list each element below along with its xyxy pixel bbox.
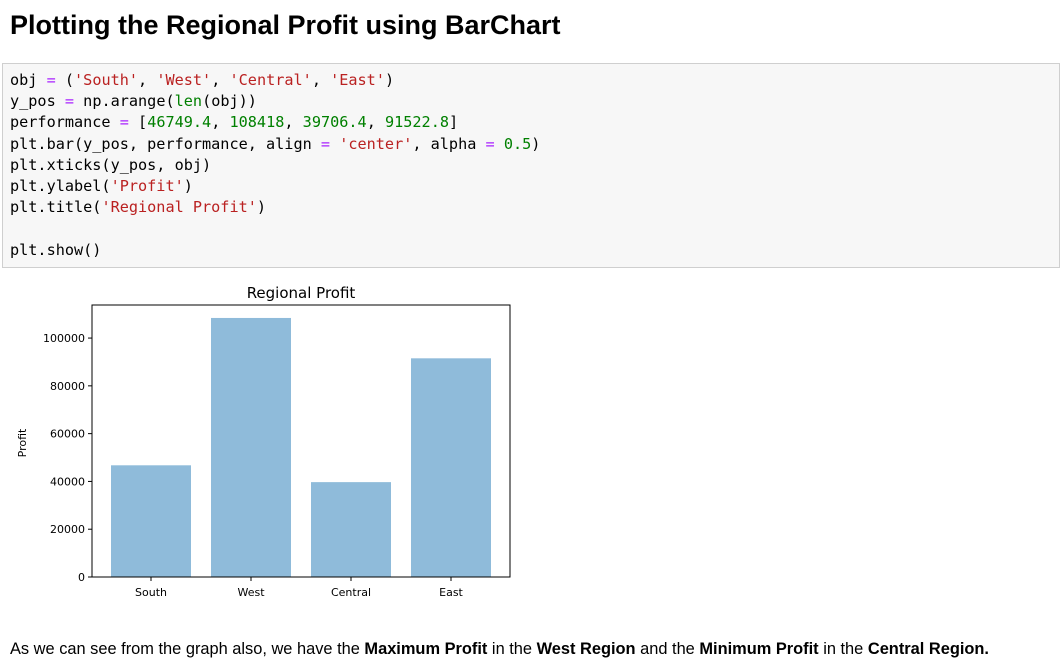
- code-token: y_pos: [10, 92, 65, 111]
- code-token: 91522.8: [384, 113, 449, 132]
- code-token: 'East': [330, 71, 385, 89]
- code-token: ): [384, 71, 395, 89]
- code-line: obj = ('South', 'West', 'Central', 'East…: [10, 70, 1059, 91]
- code-token: (obj)): [202, 92, 257, 111]
- code-token: ,: [138, 71, 157, 89]
- x-tick-label: West: [237, 586, 265, 599]
- code-token: ,: [366, 113, 385, 132]
- code-token: 'Profit': [110, 176, 184, 195]
- code-token: 0.5: [503, 134, 532, 153]
- code-token: (: [55, 71, 75, 89]
- y-tick-label: 40000: [50, 475, 85, 488]
- conclusion-segment: in the: [818, 640, 868, 658]
- code-token: 'Central': [229, 71, 312, 89]
- code-token: =: [64, 92, 75, 111]
- x-ticks: South West Central East: [135, 577, 464, 599]
- code-token: , alpha: [412, 134, 486, 153]
- bars: [111, 317, 491, 577]
- conclusion-emphasis: Minimum Profit: [699, 640, 819, 658]
- code-token: 'Regional Profit': [101, 198, 257, 217]
- plot-frame: [91, 304, 511, 578]
- code-token: ]: [449, 113, 459, 132]
- code-token: 'center': [339, 134, 413, 153]
- code-cell[interactable]: obj = ('South', 'West', 'Central', 'East…: [2, 63, 1060, 268]
- code-token: obj: [10, 71, 47, 89]
- code-line: y_pos = np.arange(len(obj)): [10, 91, 1059, 112]
- code-token: 39706.4: [302, 113, 367, 132]
- y-axis-label: Profit: [16, 428, 29, 457]
- code-token: ): [531, 134, 541, 153]
- code-token: ,: [211, 113, 230, 132]
- code-token: =: [119, 113, 129, 132]
- conclusion-segment: in the: [487, 640, 537, 658]
- conclusion-segment: As we can see from the graph also, we ha…: [10, 640, 365, 658]
- code-token: 108418: [229, 113, 285, 132]
- y-tick-label: 80000: [50, 380, 85, 393]
- code-token: =: [485, 134, 495, 153]
- code-token: plt.show(): [10, 240, 102, 259]
- code-token: ): [256, 198, 267, 217]
- chart-title: Regional Profit: [247, 284, 356, 302]
- y-ticks: 0 20000 40000 60000 80000 100000: [43, 332, 92, 584]
- conclusion-emphasis: West Region: [536, 640, 636, 658]
- code-token: performance: [10, 113, 120, 132]
- code-line: plt.bar(y_pos, performance, align = 'cen…: [10, 134, 1059, 155]
- code-token: ,: [211, 71, 230, 89]
- code-token: plt.ylabel(: [10, 176, 111, 195]
- x-tick-label: East: [439, 586, 463, 599]
- conclusion-text: As we can see from the graph also, we ha…: [10, 638, 989, 660]
- y-tick-label: 0: [78, 571, 85, 584]
- code-line: plt.xticks(y_pos, obj): [10, 155, 1059, 176]
- bar-east: [411, 358, 491, 577]
- code-token: ,: [311, 71, 331, 89]
- y-tick-label: 20000: [50, 523, 85, 536]
- code-token: ,: [284, 113, 303, 132]
- code-token: plt.title(: [10, 198, 102, 217]
- y-tick-label: 100000: [43, 332, 85, 345]
- bar-west: [211, 317, 291, 577]
- bar-central: [311, 482, 391, 577]
- conclusion-emphasis: Maximum Profit: [364, 640, 488, 658]
- code-token: 'West': [156, 71, 212, 89]
- code-token: 'South': [74, 71, 139, 89]
- bar-south: [111, 465, 191, 577]
- code-token: len: [174, 92, 203, 111]
- code-token: =: [46, 71, 56, 89]
- code-line: plt.show(): [10, 240, 1059, 261]
- bar-chart: Regional Profit Profit 0 20000 40000 60000 8…: [0, 275, 540, 610]
- x-tick-label: Central: [331, 586, 371, 599]
- x-tick-label: South: [135, 586, 167, 599]
- code-token: [495, 135, 504, 153]
- code-token: [330, 135, 339, 153]
- code-line: performance = [46749.4, 108418, 39706.4,…: [10, 112, 1059, 133]
- code-line: plt.ylabel('Profit'): [10, 176, 1059, 197]
- y-tick-label: 60000: [50, 428, 85, 441]
- code-token: 46749.4: [147, 113, 212, 132]
- code-token: plt.xticks(y_pos, obj): [10, 155, 212, 174]
- notebook-heading: Plotting the Regional Profit using BarCh…: [10, 10, 561, 40]
- conclusion-segment: and the: [635, 640, 700, 658]
- code-token: np.arange(: [74, 92, 175, 111]
- code-token: plt.bar(y_pos, performance, align: [10, 134, 321, 153]
- code-line: plt.title('Regional Profit'): [10, 197, 1059, 218]
- code-token: =: [320, 134, 331, 153]
- code-token: ): [183, 176, 193, 195]
- conclusion-emphasis: Central Region.: [867, 640, 989, 658]
- code-token: [: [128, 113, 148, 132]
- bar-chart-svg: Regional Profit Profit 0 20000 40000 60000 8…: [16, 284, 511, 599]
- code-line: [10, 218, 1059, 239]
